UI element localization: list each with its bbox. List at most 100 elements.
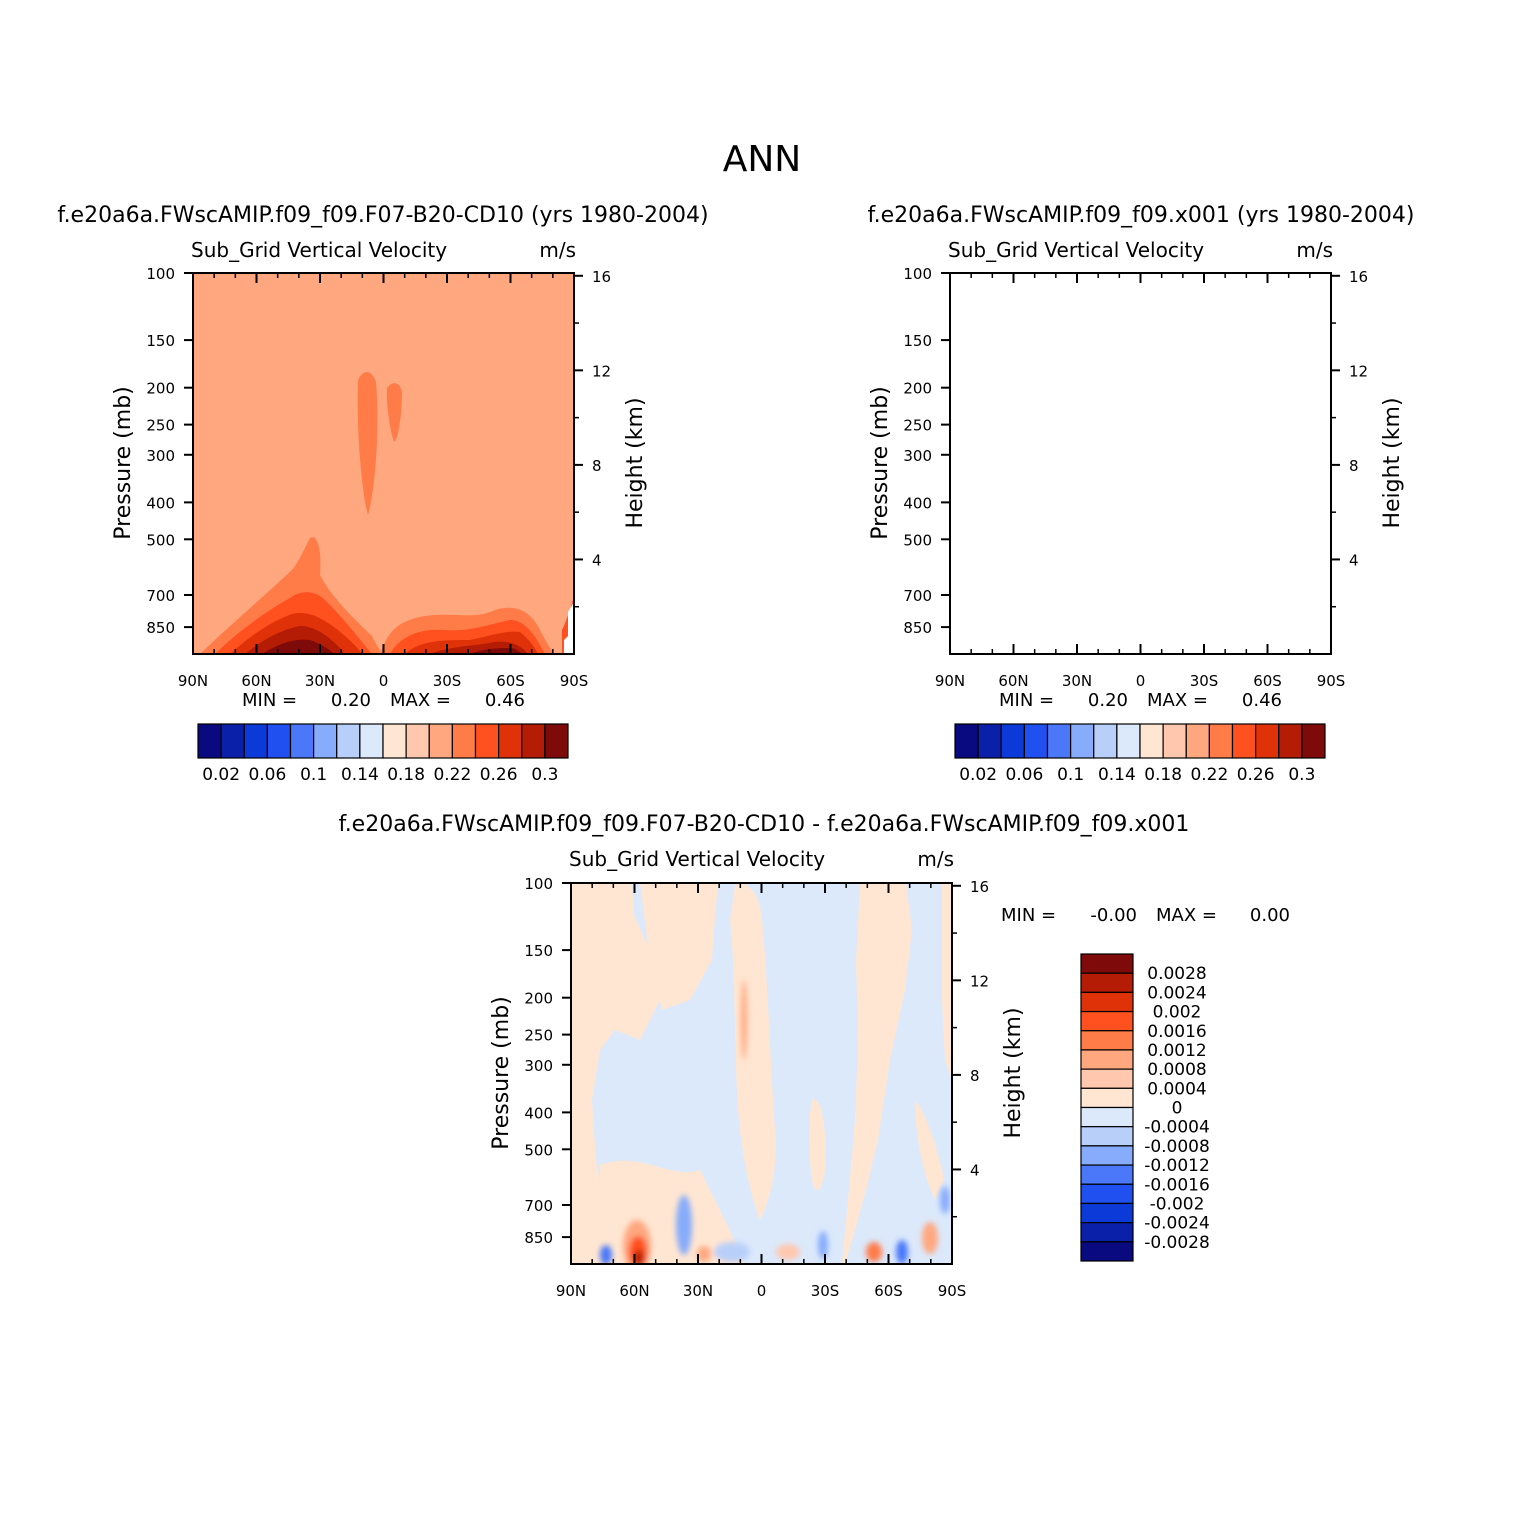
- pos-anomaly-upper-5n: [741, 980, 747, 1060]
- pos-anomaly-80s: [922, 1222, 938, 1254]
- positive-band-high-lat-n: [571, 883, 660, 1264]
- y2-axis-label: Height (km): [1380, 397, 1405, 528]
- y-tick-label: 200: [146, 380, 175, 398]
- y2-tick-label: 8: [970, 1067, 980, 1085]
- y2-axis-label: Height (km): [623, 397, 648, 528]
- contour-field: [193, 273, 574, 654]
- colorbar-label: -0.0016: [1144, 1175, 1210, 1195]
- colorbar-swatch: [1080, 1049, 1134, 1070]
- max-value: 0.00: [1250, 905, 1290, 926]
- max-label: MAX =: [1147, 690, 1208, 711]
- upper-max-5s: [1144, 383, 1159, 442]
- y2-axis-label: Height (km): [1001, 1007, 1026, 1138]
- y-tick-label: 200: [903, 380, 932, 398]
- colorbar-label: 0.18: [387, 765, 425, 785]
- pos-anomaly-30n: [697, 1246, 711, 1262]
- x-tick-label: 30S: [811, 1282, 840, 1300]
- nh-contour-4: [1002, 626, 1102, 654]
- colorbar-swatch: [359, 723, 384, 759]
- nh-contour-1: [957, 537, 1139, 654]
- y-tick-label: 200: [524, 990, 553, 1008]
- colorbar-swatch: [1080, 1164, 1134, 1185]
- colorbar-swatch: [474, 723, 500, 759]
- min-value: 0.20: [1088, 690, 1128, 711]
- positive-band-90s: [942, 883, 952, 1080]
- colorbar-swatch: [197, 723, 222, 759]
- x-tick-label: 30N: [1062, 672, 1092, 690]
- colorbar-swatch: [1000, 723, 1025, 759]
- colorbar-label: 0.002: [1153, 1003, 1202, 1023]
- colorbar-label: 0.22: [1190, 765, 1228, 785]
- colorbar-swatch: [1139, 723, 1164, 759]
- colorbar-label: 0.22: [433, 765, 471, 785]
- field-background: [193, 273, 574, 654]
- max-value: 0.46: [485, 690, 525, 711]
- x-tick-label: 30S: [1190, 672, 1219, 690]
- colorbar-label: -0.002: [1150, 1194, 1205, 1214]
- y-tick-label: 250: [146, 417, 175, 435]
- x-tick-label: 90N: [556, 1282, 586, 1300]
- upper-max-5n: [1115, 372, 1135, 515]
- x-tick-label: 90N: [178, 672, 208, 690]
- y-axis-label: Pressure (mb): [111, 386, 136, 540]
- sh-contour-4: [1187, 642, 1285, 654]
- colorbar-label: -0.0024: [1144, 1214, 1210, 1234]
- colorbar-swatch: [1080, 1087, 1134, 1109]
- panel-title: f.e20a6a.FWscAMIP.f09_f09.F07-B20-CD10 -…: [339, 812, 1190, 837]
- pos-anomaly-15s: [776, 1244, 800, 1260]
- colorbar-swatch: [1080, 1010, 1134, 1032]
- colorbar-swatch: [1080, 991, 1134, 1013]
- colorbar-swatch: [313, 723, 338, 759]
- y-tick-label: 300: [524, 1057, 553, 1075]
- colorbar-swatch: [1116, 723, 1141, 759]
- colorbar-swatch: [1080, 1068, 1134, 1089]
- pos-anomaly-55s: [866, 1242, 882, 1262]
- colorbar-swatch: [336, 723, 361, 759]
- y-axis-label: Pressure (mb): [868, 386, 893, 540]
- colorbar-label: 0.0024: [1147, 983, 1206, 1003]
- colorbar-swatch: [1080, 1202, 1134, 1224]
- colorbar-swatch: [1080, 1183, 1134, 1205]
- y2-tick-label: 16: [592, 268, 611, 286]
- colorbar-label: 0.18: [1144, 765, 1182, 785]
- y-tick-label: 850: [903, 619, 932, 637]
- panel-title: f.e20a6a.FWscAMIP.f09_f09.F07-B20-CD10 (…: [57, 203, 708, 228]
- colorbar-label: 0.02: [202, 765, 240, 785]
- min-label: MIN =: [242, 690, 297, 711]
- nh-contour-2: [972, 592, 1129, 654]
- upper-max-5n: [357, 371, 378, 515]
- y-tick-label: 700: [146, 587, 175, 605]
- colorbar-label: 0.0008: [1147, 1060, 1206, 1080]
- y-tick-label: 100: [146, 265, 175, 283]
- y-tick-label: 700: [524, 1197, 553, 1215]
- y2-tick-label: 4: [970, 1161, 980, 1179]
- colorbar-swatch: [1080, 1030, 1134, 1051]
- antarctic-contour: [1319, 596, 1331, 654]
- colorbar-swatch: [521, 723, 546, 759]
- upper-max-5s: [386, 383, 402, 442]
- colorbar-label: 0.0004: [1147, 1079, 1206, 1099]
- neg-anomaly-10n: [714, 1242, 750, 1262]
- y2-tick-label: 4: [1349, 551, 1359, 569]
- colorbar-swatch: [544, 723, 569, 759]
- sh-contour-2: [1147, 620, 1302, 654]
- min-label: MIN =: [999, 690, 1054, 711]
- nh-contour-5: [262, 639, 334, 654]
- plot-frame: [949, 272, 1332, 655]
- y-tick-label: 500: [903, 531, 932, 549]
- colorbar-swatch: [220, 723, 245, 759]
- x-tick-label: 30N: [683, 1282, 713, 1300]
- colorbar-swatch: [1208, 723, 1234, 759]
- colorbar-swatch: [954, 723, 979, 759]
- y-tick-label: 500: [146, 531, 175, 549]
- x-tick-label: 30N: [305, 672, 335, 690]
- positive-band-upper-30n: [640, 883, 718, 1010]
- colorbar-label: -0.0028: [1144, 1233, 1210, 1253]
- colorbar-swatch: [1080, 1222, 1134, 1243]
- colorbar-swatch: [1080, 972, 1134, 993]
- x-tick-label: 0: [1136, 672, 1146, 690]
- colorbar-swatch: [1046, 723, 1072, 759]
- x-tick-label: 0: [379, 672, 389, 690]
- colorbar-swatch: [266, 723, 292, 759]
